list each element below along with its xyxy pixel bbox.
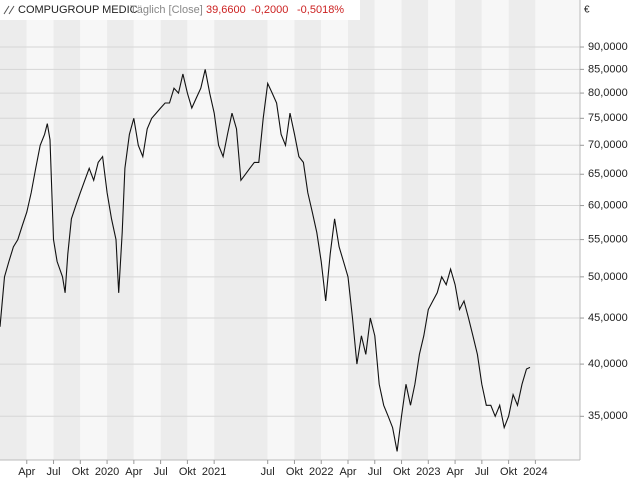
x-tick-label: Apr [18,466,35,478]
x-tick-label: Apr [339,466,356,478]
x-tick-label: 2022 [309,466,333,478]
y-tick-label: 35,0000 [588,410,628,422]
band [160,0,188,460]
band [26,0,54,460]
x-tick-label: Okt [179,466,196,478]
x-tick-label: Okt [286,466,303,478]
band [455,0,482,460]
x-tick-label: Okt [72,466,89,478]
band [0,0,27,460]
band [214,0,268,460]
band [107,0,134,460]
icon [3,5,15,15]
x-tick-label: Jul [368,466,382,478]
x-tick-label: Jul [475,466,489,478]
x-tick-label: 2020 [95,466,119,478]
x-tick-label: Jul [154,466,168,478]
y-tick-label: 45,0000 [588,312,628,324]
band [348,0,375,460]
band [133,0,161,460]
band [187,0,215,460]
y-tick-label: 55,0000 [588,233,628,245]
change: -0,2000 [251,4,288,16]
band [428,0,456,460]
x-tick-label: 2024 [523,466,547,478]
chart-title: COMPUGROUP MEDIC [18,4,138,16]
y-tick-label: 80,0000 [588,87,628,99]
plot [0,69,531,452]
y-tick-label: 65,0000 [588,168,628,180]
band [53,0,81,460]
x-tick-label: 2023 [416,466,440,478]
chart-subtitle: Täglich [Close] [130,4,203,16]
grid [0,46,580,417]
y-tick-label: 70,0000 [588,139,628,151]
last-price: 39,6600 [206,4,246,16]
x-tick-label: Okt [393,466,410,478]
y-tick-label: 90,0000 [588,41,628,53]
x-tick-label: Jul [261,466,275,478]
y-tick-label: 40,0000 [588,358,628,370]
y-tick-label: 50,0000 [588,271,628,283]
bands [0,0,580,460]
x-tick-label: Jul [47,466,61,478]
x-tick-label: 2021 [202,466,226,478]
band [80,0,108,460]
y-tick-label: 75,0000 [588,112,628,124]
band [267,0,295,460]
price-line [0,69,531,452]
change-pct: -0,5018% [297,4,344,16]
currency: € [584,5,590,16]
y-tick-label: 85,0000 [588,63,628,75]
y-tick-label: 60,0000 [588,199,628,211]
band [321,0,348,460]
band [535,0,580,460]
band [481,0,509,460]
x-tick-label: Apr [447,466,464,478]
x-tick-label: Apr [125,466,142,478]
header-bg [0,0,360,20]
x-tick-label: Okt [500,466,517,478]
